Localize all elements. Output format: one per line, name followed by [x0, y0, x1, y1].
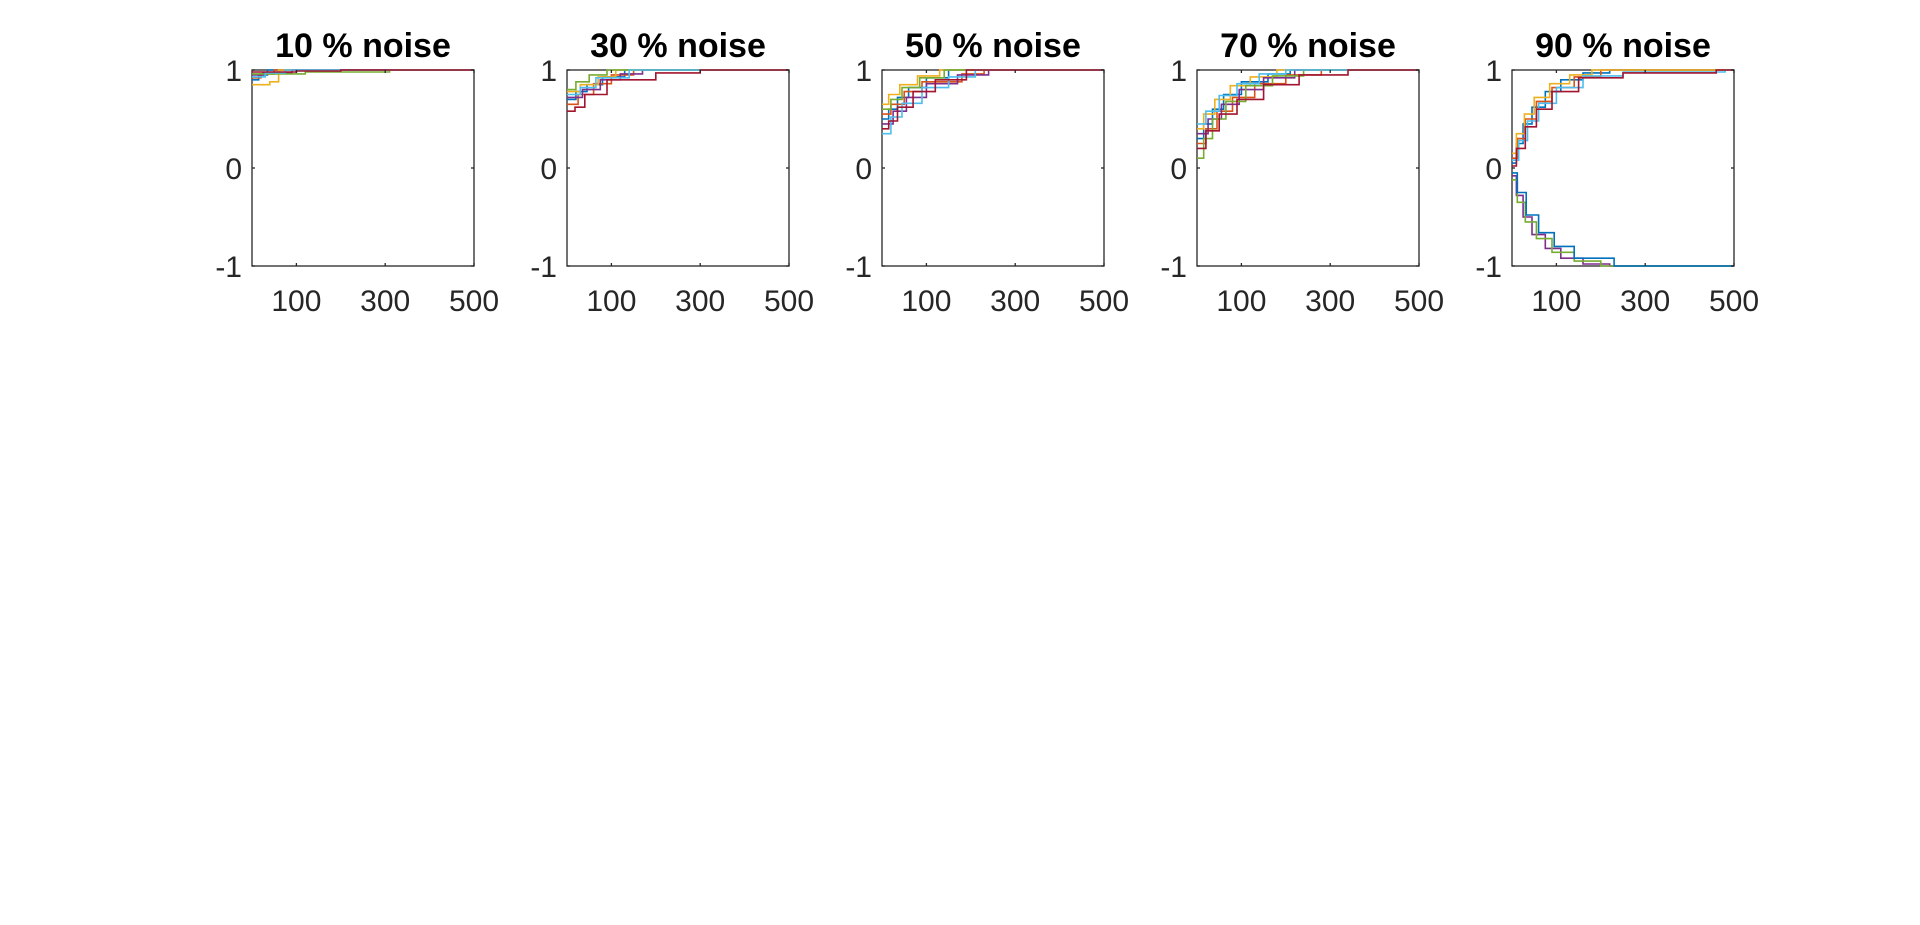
series-line [567, 69, 789, 96]
series-line [1512, 69, 1734, 159]
traces [567, 69, 789, 112]
x-tick-label: 100 [1531, 285, 1581, 318]
series-line [1197, 69, 1419, 125]
y-tick-label: 0 [1485, 153, 1502, 186]
y-tick-label: -1 [1160, 251, 1187, 284]
panel-title: 70 % noise [1220, 27, 1396, 65]
panel-2: 100 300 500 -1 0 1 30 % noise [530, 27, 814, 318]
panel-3: 100 300 500 -1 0 1 50 % noise [845, 27, 1129, 318]
series-line [1512, 175, 1734, 267]
y-tick-label: -1 [1475, 251, 1502, 284]
panel-title: 10 % noise [275, 27, 451, 65]
x-tick-label: 300 [360, 285, 410, 318]
series-line [882, 69, 1104, 106]
x-tick-label: 500 [1394, 285, 1444, 318]
series-line [1197, 69, 1419, 150]
y-tick-label: 1 [855, 55, 872, 88]
panel-frame [251, 69, 475, 267]
series-line [1512, 69, 1734, 155]
series-line [252, 69, 474, 73]
x-tick-label: 300 [1305, 285, 1355, 318]
x-tick-label: 500 [1709, 285, 1759, 318]
panel-title: 50 % noise [905, 27, 1081, 65]
x-tick-label: 100 [586, 285, 636, 318]
y-tick-label: 1 [225, 55, 242, 88]
x-tick-label: 100 [271, 285, 321, 318]
y-tick-label: 0 [225, 153, 242, 186]
series-line [1512, 172, 1734, 267]
x-tick-label: 100 [901, 285, 951, 318]
series-line [1512, 179, 1734, 267]
traces [1197, 69, 1419, 159]
series-line [882, 69, 1104, 110]
y-tick-label: 0 [540, 153, 557, 186]
x-tick-label: 500 [1079, 285, 1129, 318]
panel-4: 100 300 500 -1 0 1 70 % noise [1160, 27, 1444, 318]
y-tick-label: 1 [1170, 55, 1187, 88]
panel-frame [881, 69, 1105, 267]
series-line [882, 69, 1104, 130]
series-line [1512, 69, 1734, 161]
y-tick-label: -1 [845, 251, 872, 284]
series-line [252, 69, 474, 78]
series-line [567, 69, 789, 91]
series-line [882, 69, 1104, 135]
y-tick-label: 0 [1170, 153, 1187, 186]
panel-1: 100 300 500 -1 0 1 10 % noise [215, 27, 499, 318]
panel-title: 90 % noise [1535, 27, 1711, 65]
panel-5: 100 300 500 -1 0 1 90 % noise [1475, 27, 1759, 318]
y-tick-label: -1 [530, 251, 557, 284]
series-line [567, 69, 789, 106]
x-tick-label: 300 [990, 285, 1040, 318]
series-line [1512, 69, 1734, 164]
y-tick-label: 1 [540, 55, 557, 88]
traces [882, 69, 1104, 135]
x-tick-label: 500 [764, 285, 814, 318]
panel-title: 30 % noise [590, 27, 766, 65]
x-tick-label: 300 [675, 285, 725, 318]
x-tick-label: 300 [1620, 285, 1670, 318]
series-line [882, 69, 1104, 125]
traces [252, 69, 474, 86]
x-tick-label: 500 [449, 285, 499, 318]
traces [1512, 69, 1734, 267]
y-tick-label: 1 [1485, 55, 1502, 88]
y-tick-label: 0 [855, 153, 872, 186]
y-tick-label: -1 [215, 251, 242, 284]
panel-frame [566, 69, 790, 267]
series-line [1512, 69, 1734, 167]
x-tick-label: 100 [1216, 285, 1266, 318]
